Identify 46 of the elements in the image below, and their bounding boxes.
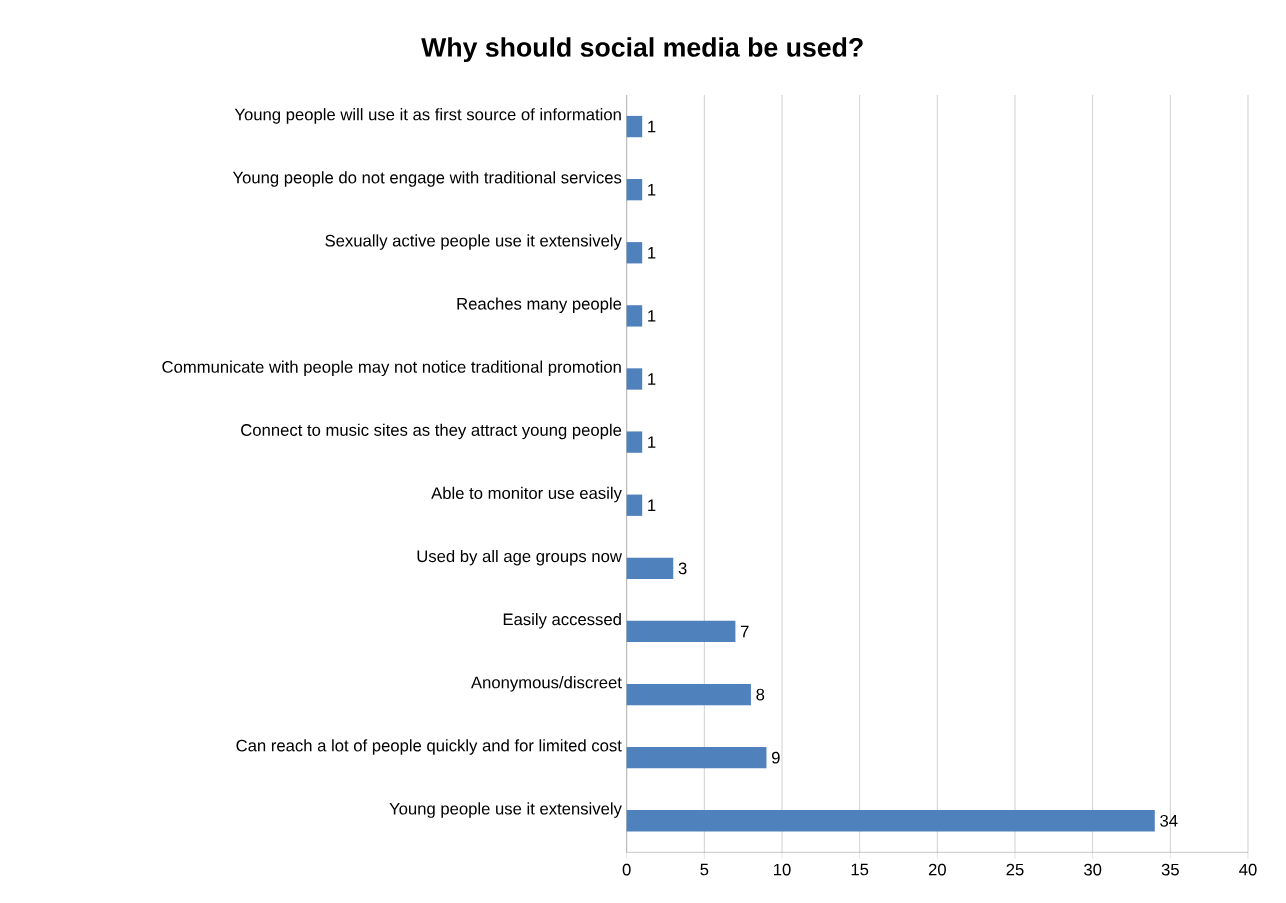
bar: [626, 368, 643, 390]
bar: [626, 431, 643, 453]
chart-title: Why should social media be used?: [421, 37, 863, 63]
x-tick-label: 5: [700, 863, 709, 876]
x-tick-label: 0: [622, 863, 631, 876]
data-label: 7: [740, 625, 749, 638]
bar: [626, 305, 643, 327]
data-label: 1: [648, 120, 656, 133]
bar: [626, 810, 1155, 832]
x-tick-label: 35: [1161, 863, 1179, 876]
bar: [626, 115, 643, 138]
x-tick-label: 10: [774, 863, 791, 876]
y-tick-label: Able to monitor use easily: [431, 486, 622, 503]
x-tick-label: 40: [1239, 863, 1257, 876]
y-tick-label: Sexually active people use it extensively: [325, 234, 622, 250]
data-label: 1: [648, 436, 656, 448]
data-label: 1: [648, 373, 656, 385]
bar: [626, 620, 736, 643]
y-tick-label: Easily accessed: [503, 613, 621, 629]
bar: [626, 683, 751, 706]
data-label: 8: [756, 688, 765, 701]
data-label: 34: [1160, 814, 1178, 827]
bar: [626, 242, 643, 264]
data-label: 9: [771, 751, 780, 764]
y-tick-label: Reaches many people: [457, 297, 622, 313]
y-tick-label: Used by all age groups now: [417, 549, 622, 566]
data-label: 3: [678, 562, 687, 575]
y-tick-label: Anonymous/discreet: [471, 676, 622, 692]
x-tick-label: 30: [1084, 863, 1102, 876]
data-label: 1: [648, 247, 656, 259]
bar: [626, 557, 674, 579]
y-tick-label: Young people use it extensively: [389, 802, 622, 818]
bar: [626, 494, 643, 516]
y-tick-label: Connect to music sites as they attract young people: [241, 423, 622, 440]
bar: [626, 747, 767, 769]
y-tick-label: Communicate with people may not notice traditional promotion: [162, 360, 621, 377]
y-tick-label: Young people do not engage with traditional services: [232, 171, 622, 187]
x-tick-label: 25: [1006, 863, 1024, 876]
bar: [626, 179, 643, 201]
x-tick-label: 20: [928, 863, 946, 876]
y-tick-label: Can reach a lot of people quickly and for limited cost: [236, 739, 622, 755]
y-tick-label: Young people will use it as first source of information: [234, 108, 621, 124]
x-tick-label: 15: [851, 863, 869, 876]
data-label: 1: [648, 183, 656, 196]
data-label: 1: [648, 310, 656, 322]
data-label: 1: [648, 499, 656, 511]
